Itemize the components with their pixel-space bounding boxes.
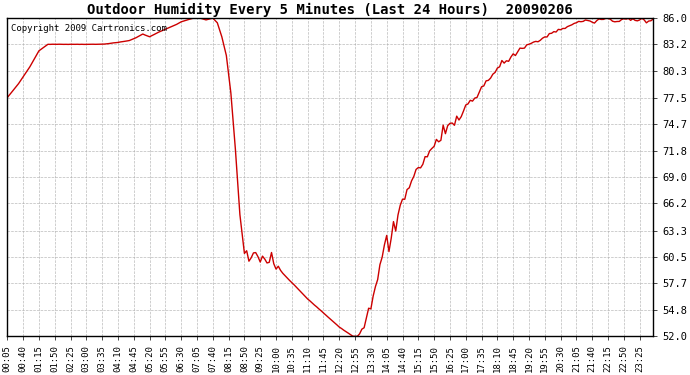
Text: Copyright 2009 Cartronics.com: Copyright 2009 Cartronics.com [10,24,166,33]
Title: Outdoor Humidity Every 5 Minutes (Last 24 Hours)  20090206: Outdoor Humidity Every 5 Minutes (Last 2… [88,3,573,17]
